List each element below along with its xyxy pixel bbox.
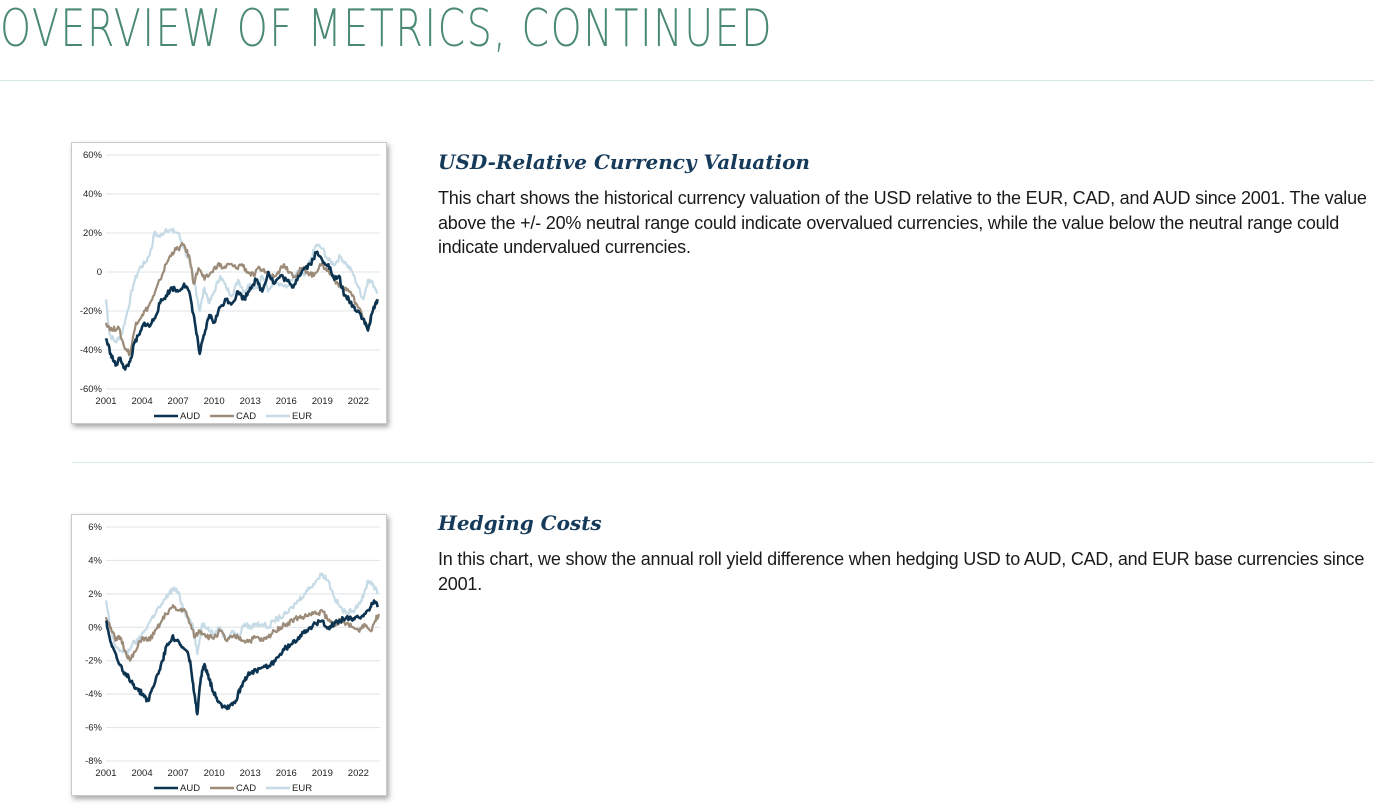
y-tick-label: -20% <box>80 306 103 317</box>
x-tick-label: 2007 <box>168 396 189 407</box>
section-body-hedging: In this chart, we show the annual roll y… <box>438 549 1365 594</box>
x-tick-label: 2010 <box>204 396 225 407</box>
y-tick-label: 20% <box>83 228 103 239</box>
series-line-cad <box>104 604 380 662</box>
y-tick-label: 60% <box>83 150 103 161</box>
y-tick-label: -2% <box>85 656 102 667</box>
x-tick-label: 2001 <box>95 768 116 779</box>
x-tick-label: 2016 <box>276 396 297 407</box>
y-tick-label: -6% <box>85 723 102 734</box>
x-tick-label: 2010 <box>204 768 225 779</box>
hedging-costs-chart-svg: 6% 4% 2% 0% -2% -4% -6% -8%2001 2004 2007 2010 2013… <box>85 522 380 794</box>
section-heading-valuation: USD-Relative Currency Valuation <box>438 150 810 174</box>
x-tick-label: 2001 <box>95 396 116 407</box>
y-tick-label: 2% <box>88 589 102 600</box>
y-tick-label: -8% <box>85 756 102 767</box>
page-title: OVERVIEW OF METRICS, CONTINUED <box>0 0 774 59</box>
series-line-aud <box>104 599 379 716</box>
x-tick-label: 2004 <box>131 396 152 407</box>
currency-valuation-chart: 60% 40% 20% 0 -20% -40% -60% 2001 2004 2007 2010 20… <box>71 142 387 424</box>
y-tick-label: -40% <box>80 345 103 356</box>
x-tick-label: 2007 <box>168 768 189 779</box>
y-tick-label: -60% <box>80 384 103 395</box>
legend-label-cad: CAD <box>236 411 256 422</box>
x-tick-label: 2022 <box>348 768 369 779</box>
section-divider <box>72 462 1374 463</box>
legend-label-eur: EUR <box>292 411 312 422</box>
currency-valuation-chart-svg: 60% 40% 20% 0 -20% -40% -60%2001 2004 2007 2010 20… <box>80 150 380 422</box>
x-tick-label: 2013 <box>240 768 261 779</box>
series-line-eur <box>104 572 379 656</box>
header-divider <box>0 80 1374 81</box>
section-body-valuation: This chart shows the historical currency… <box>438 188 1367 257</box>
series-line-eur <box>104 227 379 344</box>
x-tick-label: 2019 <box>312 396 333 407</box>
legend-label-aud: AUD <box>180 783 200 794</box>
legend-label-cad: CAD <box>236 783 256 794</box>
y-tick-label: 0% <box>88 622 102 633</box>
series-line-aud <box>104 250 379 371</box>
x-tick-label: 2004 <box>131 768 152 779</box>
y-tick-label: 4% <box>88 555 102 566</box>
y-tick-label: 40% <box>83 189 103 200</box>
x-tick-label: 2013 <box>240 396 261 407</box>
legend-label-eur: EUR <box>292 783 312 794</box>
y-tick-label: 0 <box>97 267 102 278</box>
y-tick-label: 6% <box>88 522 102 533</box>
x-tick-label: 2016 <box>276 768 297 779</box>
y-tick-label: -4% <box>85 689 102 700</box>
hedging-costs-chart: 6% 4% 2% 0% -2% -4% -6% -8% 2001 2004 2007 2010 2013… <box>71 514 387 796</box>
x-tick-label: 2019 <box>312 768 333 779</box>
legend-label-aud: AUD <box>180 411 200 422</box>
section-heading-hedging: Hedging Costs <box>438 511 602 535</box>
x-tick-label: 2022 <box>348 396 369 407</box>
